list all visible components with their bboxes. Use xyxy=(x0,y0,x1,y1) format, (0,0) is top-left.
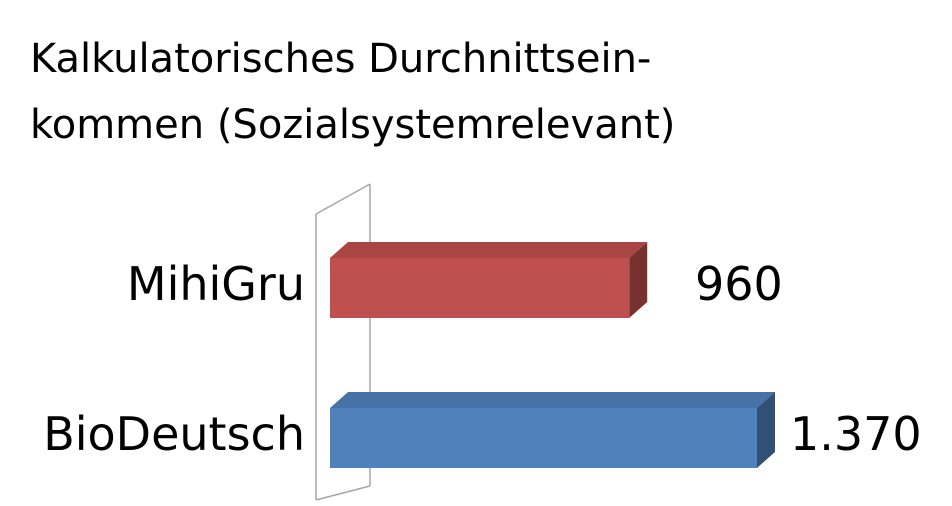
bars-group xyxy=(330,242,775,468)
bar-mihigru xyxy=(330,242,648,318)
category-label-biodeutsch: BioDeutsch xyxy=(43,407,305,461)
back-wall xyxy=(315,183,371,501)
chart-title-line-2: kommen (Sozialsystemrelevant) xyxy=(30,102,675,148)
chart-title-line-1: Kalkulatorisches Durchnittsein- xyxy=(30,36,651,82)
bar-front-face-biodeutsch xyxy=(330,408,757,468)
bar-side-face-biodeutsch xyxy=(757,392,775,468)
axis-depth-top-line xyxy=(315,183,371,215)
category-label-mihigru: MihiGru xyxy=(127,257,305,311)
bar-top-face-mihigru xyxy=(330,242,648,258)
bar-side-face-mihigru xyxy=(629,242,648,318)
bar-biodeutsch xyxy=(330,392,775,468)
axis-depth-bottom-line xyxy=(315,485,371,501)
value-label-biodeutsch: 1.370 xyxy=(790,407,922,461)
value-labels: 960 1.370 xyxy=(695,257,922,461)
bar-front-face-mihigru xyxy=(330,258,630,318)
category-labels: MihiGru BioDeutsch xyxy=(43,257,305,461)
bar-top-face-biodeutsch xyxy=(330,392,775,408)
value-label-mihigru: 960 xyxy=(695,257,783,311)
chart-title: Kalkulatorisches Durchnittsein- kommen (… xyxy=(30,36,675,148)
